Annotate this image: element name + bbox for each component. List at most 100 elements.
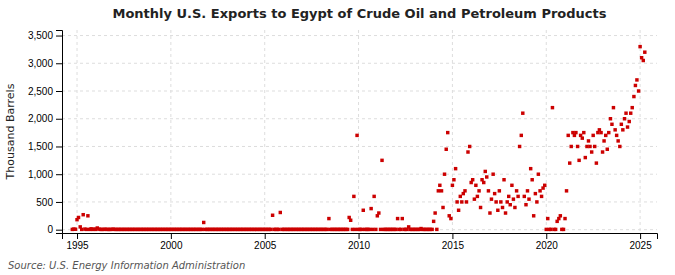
point bbox=[642, 59, 645, 62]
y-tick-label: 1,500 bbox=[28, 141, 53, 152]
point bbox=[610, 123, 613, 126]
point bbox=[584, 156, 587, 159]
point bbox=[444, 148, 447, 151]
point bbox=[618, 145, 621, 148]
point bbox=[505, 200, 508, 203]
point bbox=[269, 228, 272, 231]
point bbox=[568, 161, 571, 164]
point bbox=[277, 228, 280, 231]
point bbox=[620, 123, 623, 126]
point bbox=[535, 200, 538, 203]
point bbox=[512, 197, 515, 200]
y-tick-mark bbox=[56, 146, 62, 147]
point bbox=[474, 184, 477, 187]
point bbox=[499, 200, 502, 203]
y-axis-line bbox=[56, 31, 63, 234]
point bbox=[549, 228, 552, 231]
y-tick-label: 0 bbox=[47, 224, 53, 235]
x-grid-line bbox=[77, 30, 78, 233]
point bbox=[602, 139, 605, 142]
point bbox=[490, 197, 493, 200]
y-tick-mark bbox=[56, 202, 62, 203]
point bbox=[595, 161, 598, 164]
point bbox=[482, 181, 485, 184]
y-tick: 3,000 bbox=[28, 58, 62, 69]
point bbox=[601, 150, 604, 153]
point bbox=[591, 134, 594, 137]
point bbox=[637, 89, 640, 92]
point bbox=[565, 189, 568, 192]
x-tick-mark bbox=[452, 233, 453, 239]
point bbox=[457, 209, 460, 212]
point bbox=[593, 145, 596, 148]
point bbox=[271, 214, 274, 217]
point bbox=[515, 189, 518, 192]
x-tick-mark bbox=[359, 233, 360, 239]
point bbox=[521, 111, 524, 114]
point bbox=[607, 131, 610, 134]
point bbox=[484, 170, 487, 173]
point bbox=[399, 228, 402, 231]
point bbox=[86, 214, 89, 217]
point bbox=[438, 184, 441, 187]
x-tick: 2005 bbox=[254, 233, 277, 251]
point bbox=[632, 95, 635, 98]
point bbox=[77, 216, 80, 219]
y-grid-line bbox=[62, 201, 657, 202]
x-tick-label: 2000 bbox=[160, 240, 183, 251]
point bbox=[85, 228, 88, 231]
grid bbox=[62, 30, 657, 233]
point bbox=[520, 134, 523, 137]
point bbox=[581, 136, 584, 139]
point bbox=[362, 209, 365, 212]
y-tick-mark bbox=[56, 119, 62, 120]
y-tick: 1,500 bbox=[28, 141, 62, 152]
point bbox=[451, 184, 454, 187]
x-tick-mark bbox=[171, 233, 172, 239]
point bbox=[496, 209, 499, 212]
point bbox=[643, 50, 646, 53]
point bbox=[476, 195, 479, 198]
point bbox=[279, 211, 282, 214]
x-tick: 2015 bbox=[442, 233, 465, 251]
point bbox=[485, 175, 488, 178]
point bbox=[379, 228, 382, 231]
point bbox=[327, 217, 330, 220]
x-tick: 2020 bbox=[536, 233, 559, 251]
point bbox=[437, 189, 440, 192]
chart-svg: 199520002005201020152020202505001,0001,5… bbox=[0, 0, 675, 275]
point bbox=[606, 148, 609, 151]
point bbox=[523, 195, 526, 198]
point bbox=[200, 228, 203, 231]
point bbox=[346, 228, 349, 231]
point bbox=[349, 219, 352, 222]
point bbox=[401, 217, 404, 220]
point bbox=[635, 78, 638, 81]
point bbox=[616, 139, 619, 142]
x-tick-label: 2005 bbox=[254, 240, 277, 251]
point bbox=[372, 195, 375, 198]
point bbox=[626, 125, 629, 128]
point bbox=[488, 211, 491, 214]
x-tick: 2000 bbox=[160, 233, 183, 251]
point bbox=[454, 167, 457, 170]
point bbox=[380, 159, 383, 162]
point bbox=[545, 228, 548, 231]
point bbox=[612, 106, 615, 109]
point bbox=[452, 178, 455, 181]
y-tick: 500 bbox=[36, 197, 62, 208]
point bbox=[518, 145, 521, 148]
point bbox=[449, 217, 452, 220]
point bbox=[530, 178, 533, 181]
y-tick-label: 3,500 bbox=[28, 30, 53, 41]
point bbox=[532, 214, 535, 217]
point bbox=[529, 167, 532, 170]
point bbox=[463, 189, 466, 192]
x-grid-line bbox=[546, 30, 547, 233]
point bbox=[526, 189, 529, 192]
point bbox=[624, 111, 627, 114]
x-axis: 1995200020052010201520202025 bbox=[63, 233, 658, 251]
y-tick-mark bbox=[56, 63, 62, 64]
point bbox=[623, 117, 626, 120]
point bbox=[527, 197, 530, 200]
